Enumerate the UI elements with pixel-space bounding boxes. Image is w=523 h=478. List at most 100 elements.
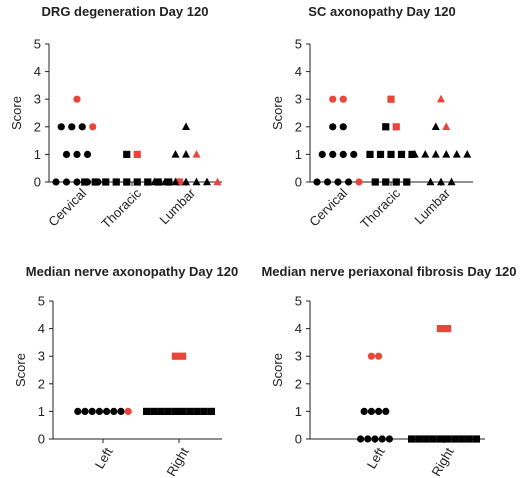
x-tick-label: Thoracic xyxy=(357,185,403,231)
y-tick-label: 5 xyxy=(38,294,45,309)
data-point xyxy=(436,325,444,333)
y-axis-label: Score xyxy=(9,96,24,130)
y-tick-label: 3 xyxy=(295,349,302,364)
chart-panel: Median nerve axonopathy Day 120 0 1 2 3 4 5 Sco… xyxy=(13,264,238,478)
data-point xyxy=(421,150,430,158)
data-point xyxy=(182,122,190,130)
x-tick-label: Cervical xyxy=(306,185,350,229)
data-point xyxy=(339,150,347,158)
data-point xyxy=(366,150,374,158)
data-point xyxy=(112,178,120,186)
data-point xyxy=(81,407,89,415)
data-point xyxy=(403,178,411,186)
data-point xyxy=(357,435,365,443)
data-point xyxy=(397,150,406,158)
data-point xyxy=(213,177,222,186)
chart-panel: Median nerve periaxonal fibrosis Day 120… xyxy=(261,264,516,478)
y-axis-label: Score xyxy=(270,96,285,130)
data-point xyxy=(387,95,395,103)
data-point xyxy=(150,177,159,186)
data-point xyxy=(103,407,111,415)
data-point xyxy=(171,150,180,158)
data-point xyxy=(329,150,337,158)
data-point xyxy=(157,407,165,415)
data-point xyxy=(452,150,461,158)
data-point xyxy=(329,123,337,131)
y-tick-label: 4 xyxy=(295,321,302,336)
data-point xyxy=(382,123,390,131)
x-tick-label: Lumbar xyxy=(156,185,198,227)
data-point xyxy=(175,178,183,186)
data-point xyxy=(161,177,169,186)
data-point xyxy=(367,407,375,415)
y-tick-label: 4 xyxy=(38,321,45,336)
data-point xyxy=(165,178,173,186)
x-tick-label: Right xyxy=(163,445,191,478)
data-point xyxy=(463,150,472,158)
data-point xyxy=(102,178,110,186)
data-point xyxy=(375,352,383,360)
data-point xyxy=(431,122,440,130)
data-point xyxy=(62,178,71,186)
data-point xyxy=(78,123,86,131)
data-point xyxy=(144,178,152,186)
y-tick-label: 3 xyxy=(38,349,45,364)
data-point xyxy=(447,177,456,186)
data-point xyxy=(415,435,423,443)
data-point xyxy=(329,95,337,103)
data-point xyxy=(465,435,473,443)
data-point xyxy=(437,177,445,186)
x-tick-label: Right xyxy=(428,445,456,478)
data-point xyxy=(171,177,180,186)
y-tick-label: 0 xyxy=(38,432,45,447)
y-tick-label: 5 xyxy=(295,294,302,309)
data-point xyxy=(88,407,96,415)
x-tick-label: Cervical xyxy=(45,185,89,229)
data-point xyxy=(371,435,379,443)
data-point xyxy=(83,150,92,158)
data-point xyxy=(318,150,326,158)
data-point xyxy=(200,407,208,415)
data-point xyxy=(339,95,347,103)
data-point xyxy=(444,325,452,333)
y-tick-label: 2 xyxy=(38,376,45,391)
data-point xyxy=(313,178,321,186)
data-point xyxy=(57,123,65,131)
data-point xyxy=(171,407,179,415)
y-tick-label: 1 xyxy=(295,147,302,162)
data-point xyxy=(150,407,158,415)
data-point xyxy=(408,435,416,443)
data-point xyxy=(334,178,342,186)
y-tick-label: 1 xyxy=(34,147,41,162)
data-point xyxy=(437,94,445,103)
y-tick-label: 4 xyxy=(34,64,41,79)
y-tick-label: 2 xyxy=(34,119,41,134)
data-point xyxy=(360,407,368,415)
y-tick-label: 0 xyxy=(34,175,41,190)
data-point xyxy=(442,122,451,130)
chart-title: Median nerve axonopathy Day 120 xyxy=(26,264,238,279)
data-point xyxy=(117,407,125,415)
data-point xyxy=(73,95,81,103)
data-point xyxy=(143,407,151,415)
data-point xyxy=(193,407,201,415)
y-tick-label: 5 xyxy=(295,37,302,52)
data-point xyxy=(207,407,215,415)
data-point xyxy=(133,150,141,158)
data-point xyxy=(81,178,89,186)
chart-panel: DRG degeneration Day 120 0 1 2 3 4 5 Score Cervi… xyxy=(9,4,222,231)
data-point xyxy=(364,435,372,443)
data-point xyxy=(442,150,451,158)
data-point xyxy=(371,178,379,186)
data-point xyxy=(472,435,480,443)
data-point xyxy=(74,407,82,415)
data-point xyxy=(451,435,459,443)
data-point xyxy=(171,352,179,360)
y-axis-label: Score xyxy=(13,353,28,387)
data-point xyxy=(422,435,430,443)
data-point xyxy=(350,150,358,158)
data-point xyxy=(382,178,390,186)
x-tick-label: Left xyxy=(364,445,388,472)
data-point xyxy=(124,407,132,415)
